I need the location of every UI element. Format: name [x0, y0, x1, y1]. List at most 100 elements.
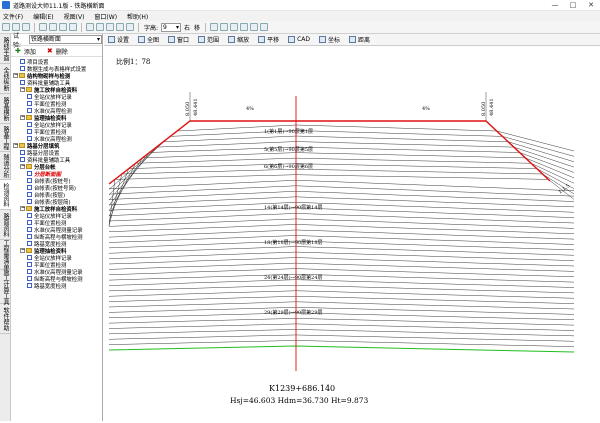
- tree-group[interactable]: − 结构物砌样与检测: [11, 72, 103, 79]
- tab-profile[interactable]: 全线纵断: [0, 64, 11, 94]
- tree-item[interactable]: 全站仪放样记录: [11, 254, 103, 261]
- tree-item[interactable]: 台帐表(按桩号): [11, 177, 103, 184]
- collapse-icon[interactable]: −: [13, 72, 19, 78]
- tree-item[interactable]: 台帐表(按层简): [11, 198, 103, 205]
- tree-group[interactable]: − 路基分层填筑: [11, 142, 103, 149]
- tree-item[interactable]: 水准仪高程测量记录: [11, 268, 103, 275]
- maximize-button[interactable]: □: [569, 1, 577, 9]
- tree-item[interactable]: 路基宽度检测: [11, 282, 103, 289]
- tree-item[interactable]: 水准仪高程检测: [11, 107, 103, 114]
- italic-icon[interactable]: [220, 23, 229, 31]
- add-icon[interactable]: ✚: [15, 47, 21, 55]
- tree-item[interactable]: 平面位置检测: [11, 261, 103, 268]
- tab-route-plan[interactable]: 路线平面: [0, 34, 11, 64]
- tree-group[interactable]: − 监理抽检资料: [11, 114, 103, 121]
- drawing-canvas[interactable]: 比例1：78 8.050 48.441 8.050 48.441 4% 4% 1…: [104, 46, 600, 421]
- delete-button[interactable]: 删除: [55, 48, 68, 56]
- tree-item[interactable]: 台帐表(按层): [11, 191, 103, 198]
- tree-item[interactable]: 水准仪高程检测: [11, 135, 103, 142]
- tool-distance[interactable]: 距离: [349, 35, 370, 44]
- print-icon[interactable]: [69, 23, 77, 31]
- collapse-icon[interactable]: −: [20, 205, 26, 211]
- tool-window[interactable]: 窗口: [168, 35, 189, 44]
- collapse-icon[interactable]: −: [20, 114, 26, 120]
- tab-pavement[interactable]: 路面资料: [0, 210, 11, 240]
- save-icon[interactable]: [22, 23, 30, 31]
- collapse-icon[interactable]: −: [13, 142, 19, 148]
- menu-view[interactable]: 视图(V): [63, 13, 85, 21]
- tree-item[interactable]: 纵断高程与横坡检测: [11, 233, 103, 240]
- layer-label: 1(第1层)→90层第1层: [264, 128, 313, 135]
- tree-item[interactable]: 路基分层设置: [11, 149, 103, 156]
- tool-range[interactable]: 范围: [198, 35, 219, 44]
- tree-group[interactable]: − 分层台帐: [11, 163, 103, 170]
- tree-item[interactable]: 平面位置检测: [11, 219, 103, 226]
- chart-icon[interactable]: [116, 23, 124, 31]
- tree-item[interactable]: 平面位置检测: [11, 100, 103, 107]
- tool-zoom[interactable]: 缩放: [228, 35, 249, 44]
- underline-icon[interactable]: [230, 23, 239, 31]
- tree-item-label: 平面位置检测: [34, 101, 67, 108]
- tool-full-view[interactable]: 全图: [138, 35, 159, 44]
- tree-item[interactable]: 分层断面图: [11, 170, 103, 177]
- align-right-button[interactable]: 右: [184, 24, 191, 32]
- tree-group[interactable]: − 施工放样自检资料: [11, 86, 103, 93]
- tab-tools[interactable]: 施工计算工具: [0, 268, 11, 305]
- tree-group[interactable]: − 监理抽检资料: [11, 247, 103, 254]
- tab-help[interactable]: 软件帮助: [0, 304, 11, 334]
- tree-item[interactable]: 平面位置检测: [11, 128, 103, 135]
- tool-coordinate[interactable]: 坐标: [319, 35, 340, 44]
- tab-cross-section[interactable]: 路基横断: [0, 94, 11, 124]
- collapse-icon[interactable]: −: [20, 247, 26, 253]
- delete-icon[interactable]: ✖: [46, 47, 53, 55]
- tree-item[interactable]: 资料批量辅助工具: [11, 79, 103, 86]
- collapse-icon[interactable]: −: [20, 86, 26, 92]
- tree-item[interactable]: 全站仪放样记录: [11, 121, 103, 128]
- tree-item[interactable]: 全站仪放样记录: [11, 93, 103, 100]
- tool-settings[interactable]: 设置: [108, 35, 129, 44]
- close-button[interactable]: ✕: [588, 1, 594, 9]
- tab-inspection[interactable]: 检测资料: [0, 180, 11, 210]
- layer-icon[interactable]: [106, 23, 114, 31]
- move-button[interactable]: 移: [194, 24, 201, 32]
- tree-item[interactable]: 数据生成与表格样式设置: [11, 65, 103, 72]
- menu-bar: 文件(F) 编辑(E) 视图(V) 窗口(W) 帮助(H): [0, 11, 600, 21]
- tree-item[interactable]: 全站仪放样记录: [11, 212, 103, 219]
- menu-help[interactable]: 帮助(H): [127, 13, 149, 21]
- layer-line: [108, 202, 575, 213]
- tree-item[interactable]: 项目设置: [11, 58, 103, 65]
- add-button[interactable]: 添加: [23, 48, 36, 56]
- tab-bill[interactable]: 工程量清单: [0, 239, 11, 270]
- tree-item[interactable]: 路基宽度检测: [11, 240, 103, 247]
- menu-window[interactable]: 窗口(W): [94, 13, 118, 21]
- menu-edit[interactable]: 编辑(E): [33, 13, 54, 21]
- bold-icon[interactable]: [210, 23, 219, 31]
- minimize-button[interactable]: —: [551, 1, 559, 9]
- tree-item[interactable]: 水准仪高程测量记录: [11, 226, 103, 233]
- tree-item[interactable]: 资料批量辅助工具: [11, 156, 103, 163]
- align-center-icon[interactable]: [250, 23, 259, 31]
- tool-pan[interactable]: 平移: [258, 35, 279, 44]
- tree-group[interactable]: − 施工放样自检资料: [11, 205, 103, 212]
- panel-selector[interactable]: 铁路横断面: [28, 35, 102, 44]
- open-file-icon[interactable]: [12, 23, 20, 31]
- align-left-icon[interactable]: [240, 23, 249, 31]
- grid-icon[interactable]: [86, 23, 94, 31]
- tab-subgrade[interactable]: 路基工程: [0, 124, 11, 152]
- tree-item[interactable]: 纵断高程与横坡检测: [11, 275, 103, 282]
- table-icon[interactable]: [96, 23, 104, 31]
- tool-label: 范围: [207, 37, 220, 44]
- copy-icon[interactable]: [49, 23, 57, 31]
- new-file-icon[interactable]: [2, 23, 10, 31]
- tab-tunnel[interactable]: 隧道分析: [0, 152, 11, 180]
- export-icon[interactable]: [126, 23, 134, 31]
- cut-icon[interactable]: [39, 23, 47, 31]
- menu-file[interactable]: 文件(F): [3, 13, 24, 21]
- align-justify-icon[interactable]: [260, 23, 269, 31]
- font-size-select[interactable]: 9: [161, 22, 182, 32]
- tree-item-label: 施工放样自检资料: [34, 87, 78, 94]
- collapse-icon[interactable]: −: [20, 163, 26, 169]
- tool-cad[interactable]: CAD: [288, 36, 310, 43]
- tree-item[interactable]: 台帐表(按桩号简): [11, 184, 103, 191]
- paste-icon[interactable]: [59, 23, 67, 31]
